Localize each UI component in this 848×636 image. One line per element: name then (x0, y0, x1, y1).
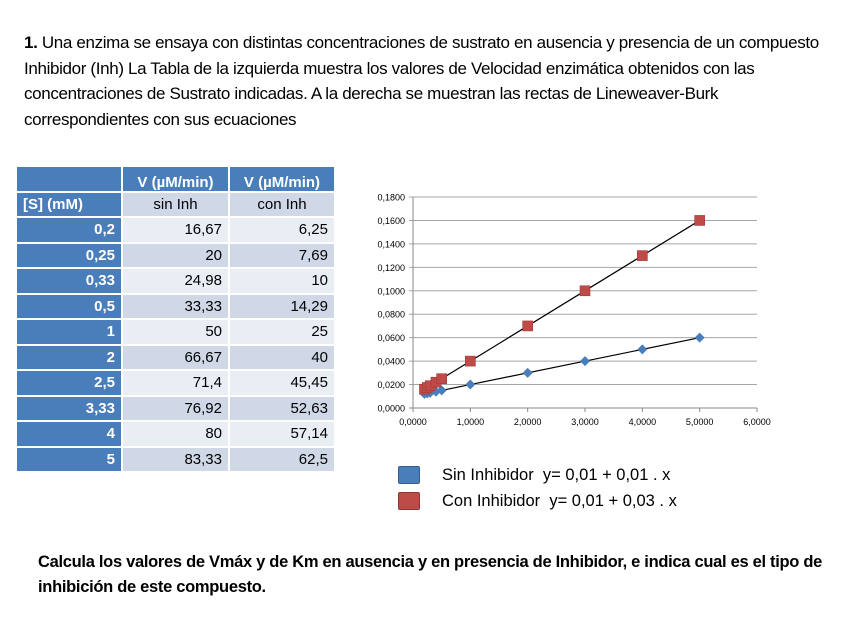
y-tick-label: 0,1800 (377, 193, 405, 203)
y-tick-label: 0,1600 (377, 216, 405, 226)
data-point-diamond-icon (465, 379, 476, 390)
x-tick-label: 1,0000 (457, 417, 485, 427)
data-point-diamond-icon (580, 356, 590, 367)
substrate-cell: 0,25 (17, 243, 121, 267)
y-tick-label: 0,0400 (377, 357, 405, 367)
y-tick-label: 0,1200 (377, 263, 405, 273)
substrate-cell: 0,2 (17, 218, 121, 242)
v-con-cell: 6,25 (230, 218, 334, 242)
data-point-square-icon (694, 215, 705, 226)
substrate-cell: 2,5 (17, 371, 121, 395)
v-con-cell: 14,29 (230, 294, 334, 318)
data-point-diamond-icon (694, 332, 705, 343)
substrate-cell: 1 (17, 320, 121, 344)
legend-swatch-blue-icon (398, 466, 420, 484)
table-header-row: V (µM/min) V (µM/min) (17, 167, 334, 191)
legend-swatch-red-icon (398, 492, 420, 510)
data-point-diamond-icon (637, 344, 648, 355)
table-row: 0,25 20 7,69 (17, 243, 334, 267)
x-tick-label: 5,0000 (686, 417, 714, 427)
table-row: 0,2 16,67 6,25 (17, 218, 334, 242)
substrate-cell: 2 (17, 345, 121, 369)
header-cell-con-inh: con Inh (230, 192, 334, 216)
data-point-diamond-icon (522, 367, 533, 378)
question-number: 1. (24, 33, 38, 52)
v-con-cell: 52,63 (230, 396, 334, 420)
substrate-cell: 5 (17, 447, 121, 471)
header-cell-v-con: V (µM/min) (230, 167, 334, 191)
data-point-square-icon (436, 373, 447, 384)
data-point-square-icon (522, 320, 533, 332)
legend-equation-sin: y= 0,01 + 0,01 . x (542, 465, 671, 484)
v-con-cell: 25 (230, 320, 334, 344)
question-text: Calcula los valores de Vmáx y de Km en a… (38, 553, 823, 596)
v-con-cell: 10 (230, 269, 334, 293)
v-sin-cell: 80 (123, 422, 228, 446)
table-row: 0,5 33,33 14,29 (17, 294, 334, 318)
intro-text: Una enzima se ensaya con distintas conce… (24, 33, 819, 129)
data-point-square-icon (465, 355, 476, 367)
x-tick-label: 0,0000 (399, 417, 427, 427)
x-tick-label: 3,0000 (571, 417, 599, 427)
v-sin-cell: 33,33 (123, 294, 228, 318)
v-sin-cell: 83,33 (123, 447, 228, 471)
table-row: 2 66,67 40 (17, 345, 334, 369)
y-tick-label: 0,1400 (377, 239, 405, 249)
header-cell-substrate: [S] (mM) (17, 192, 121, 216)
header-cell-sin-inh: sin Inh (123, 192, 228, 216)
y-tick-label: 0,0600 (377, 333, 405, 343)
legend-item-sin: Sin Inhibidor y= 0,01 + 0,01 . x (398, 462, 677, 488)
v-con-cell: 40 (230, 345, 334, 369)
substrate-cell: 3,33 (17, 396, 121, 420)
legend-label-sin: Sin Inhibidor (442, 465, 534, 484)
y-tick-label: 0,0800 (377, 310, 405, 320)
velocity-table: V (µM/min) V (µM/min) [S] (mM) sin Inh c… (15, 165, 336, 473)
header-cell-v-sin: V (µM/min) (123, 167, 228, 191)
v-sin-cell: 20 (123, 243, 228, 267)
v-sin-cell: 16,67 (123, 218, 228, 242)
table-row: 1 50 25 (17, 320, 334, 344)
data-point-square-icon (637, 250, 648, 261)
table-subheader-row: [S] (mM) sin Inh con Inh (17, 192, 334, 216)
v-con-cell: 62,5 (230, 447, 334, 471)
table-row: 5 83,33 62,5 (17, 447, 334, 471)
table-row: 0,33 24,98 10 (17, 269, 334, 293)
legend-item-con: Con Inhibidor y= 0,01 + 0,03 . x (398, 488, 677, 514)
legend-label-con: Con Inhibidor (442, 491, 541, 510)
y-tick-label: 0,0000 (377, 404, 405, 414)
y-tick-label: 0,1000 (377, 286, 405, 296)
data-point-diamond-icon (436, 385, 447, 396)
chart-legend: Sin Inhibidor y= 0,01 + 0,01 . x Con Inh… (398, 462, 677, 514)
substrate-cell: 4 (17, 422, 121, 446)
v-sin-cell: 71,4 (123, 371, 228, 395)
v-sin-cell: 50 (123, 320, 228, 344)
v-con-cell: 7,69 (230, 243, 334, 267)
table-row: 2,5 71,4 45,45 (17, 371, 334, 395)
v-sin-cell: 76,92 (123, 396, 228, 420)
table-row: 3,33 76,92 52,63 (17, 396, 334, 420)
substrate-cell: 0,5 (17, 294, 121, 318)
x-tick-label: 6,0000 (743, 417, 771, 427)
table-row: 4 80 57,14 (17, 422, 334, 446)
v-sin-cell: 24,98 (123, 269, 228, 293)
v-con-cell: 45,45 (230, 371, 334, 395)
intro-paragraph: 1. Una enzima se ensaya con distintas co… (24, 30, 824, 132)
data-point-square-icon (579, 285, 591, 297)
substrate-cell: 0,33 (17, 269, 121, 293)
y-tick-label: 0,0200 (377, 380, 405, 390)
v-sin-cell: 66,67 (123, 345, 228, 369)
x-tick-label: 4,0000 (629, 417, 657, 427)
legend-equation-con: y= 0,01 + 0,03 . x (549, 491, 677, 510)
v-con-cell: 57,14 (230, 422, 334, 446)
header-cell-empty (17, 167, 121, 191)
lineweaver-burk-chart: 0,0000 0,0200 0,0400 0,0600 0,0800 0,1000 0,12… (377, 193, 771, 428)
x-tick-label: 2,0000 (514, 417, 542, 427)
